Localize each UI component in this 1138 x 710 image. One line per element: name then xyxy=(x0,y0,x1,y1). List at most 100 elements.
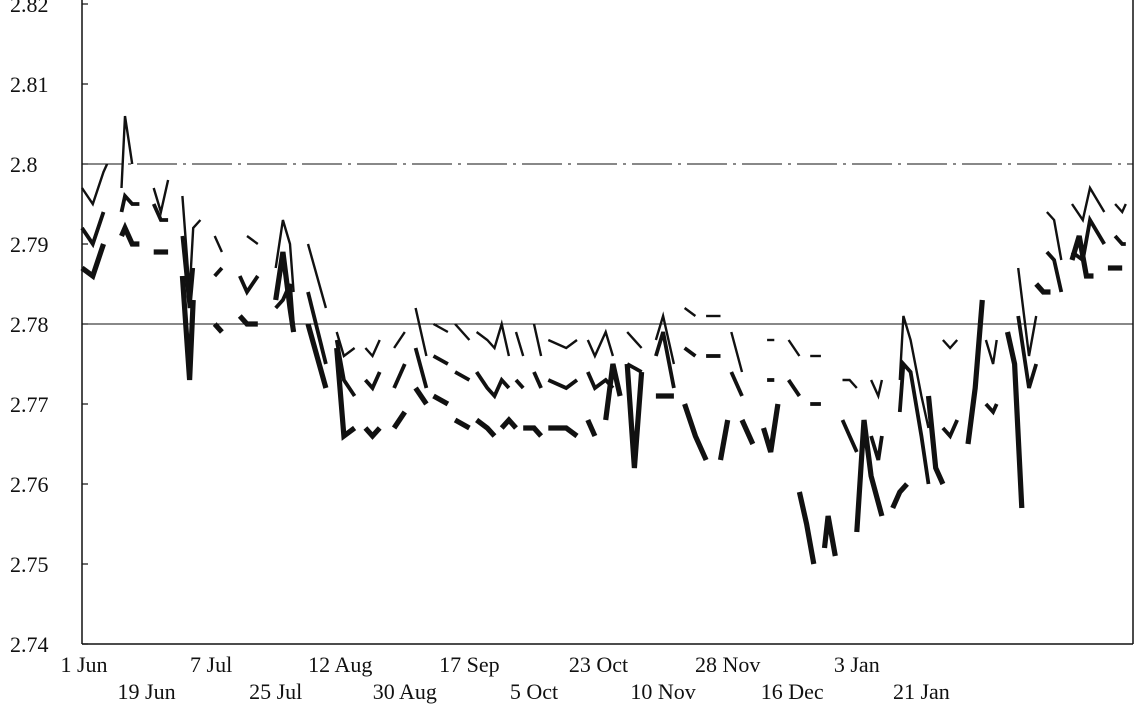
series-thick-segment-16 xyxy=(523,425,544,438)
series-thin-segment-28 xyxy=(870,379,884,400)
series-thick-segment-13 xyxy=(453,417,471,431)
x-tick-label: 19 Jun xyxy=(118,679,176,704)
series-medium-segment-4 xyxy=(213,266,224,278)
series-thick-segment-30 xyxy=(925,395,946,486)
series-thick-segment-3 xyxy=(179,275,196,381)
series-thin-segment-6 xyxy=(274,219,295,293)
x-tick-label: 30 Aug xyxy=(373,679,437,704)
x-tick-label: 17 Sep xyxy=(439,652,500,677)
y-tick-label: 2.79 xyxy=(10,232,49,257)
series-thick-segment-10 xyxy=(391,410,407,430)
series-thick-segment-24 xyxy=(739,418,756,446)
series-thick-segment-14 xyxy=(475,417,497,438)
series-medium-segment-5 xyxy=(238,274,260,296)
series-thin-segment-17 xyxy=(547,338,578,350)
series-medium-segment-27 xyxy=(840,419,859,453)
series-thick-segment-19 xyxy=(603,363,623,421)
series-thin-segment-33 xyxy=(1046,211,1063,261)
series-medium-segment-3 xyxy=(180,235,196,309)
series-thick-segment-9 xyxy=(363,426,382,440)
x-tick-label: 1 Jun xyxy=(60,652,107,677)
series-medium-segment-34 xyxy=(1070,214,1106,264)
series-thick-segment-20 xyxy=(624,363,645,469)
series-medium-segment-17 xyxy=(547,378,579,391)
series-medium-segment-7 xyxy=(306,291,328,365)
series-thick-segment-18 xyxy=(585,418,598,438)
series-medium-segment-14 xyxy=(475,370,511,400)
series-thin-segment-31 xyxy=(984,339,998,365)
series-thin-segment-35 xyxy=(1114,203,1127,215)
series-thick-segment-15 xyxy=(499,416,518,430)
series-thin-segment-1 xyxy=(120,115,134,189)
x-tick-label: 7 Jul xyxy=(190,652,232,677)
series-medium-segment-29 xyxy=(897,359,931,485)
series-thin-segment-4 xyxy=(213,235,223,253)
y-tick-label: 2.82 xyxy=(10,0,49,17)
series-thick-segment-34 xyxy=(1069,235,1094,279)
series-medium-segment-20 xyxy=(654,331,676,389)
reference-lines xyxy=(82,163,1133,325)
series-medium-segment-10 xyxy=(392,363,407,389)
series-thin-segment-27 xyxy=(842,378,858,389)
series-medium-segment-25 xyxy=(787,378,801,398)
series-thin-segment-29 xyxy=(898,315,930,429)
series-thin-segment-7 xyxy=(306,243,328,309)
series-thick-segment-4 xyxy=(212,322,224,334)
series-thin-segment-2 xyxy=(152,179,170,217)
x-tick-label: 3 Jan xyxy=(834,652,880,677)
series-medium-segment-28 xyxy=(869,435,884,461)
series-thick-segment-28 xyxy=(854,419,885,533)
y-tick-label: 2.8 xyxy=(10,152,38,177)
series-thin-segment-23 xyxy=(730,331,744,373)
y-tick-label: 2.76 xyxy=(10,472,49,497)
series-thick-segment-29 xyxy=(890,482,909,510)
series-thin-segment-34 xyxy=(1071,184,1106,223)
x-tick-label: 16 Dec xyxy=(761,679,824,704)
series-thin-segment-30 xyxy=(942,339,959,350)
series-medium-segment-11 xyxy=(413,347,429,389)
series-thin-segment-14 xyxy=(475,319,511,357)
x-tick-label: 21 Jan xyxy=(893,679,950,704)
x-tick-label: 5 Oct xyxy=(510,679,558,704)
series-thick-segment-8 xyxy=(334,347,357,441)
series-medium-segment-12 xyxy=(432,354,449,366)
series-thick-segment-33 xyxy=(1034,282,1051,295)
series-thin-segment-5 xyxy=(246,235,259,245)
series-thin-segment-12 xyxy=(432,322,449,334)
series-medium-segment-16 xyxy=(532,371,543,389)
series-medium-segment-1 xyxy=(119,191,140,213)
series-thick-segment-23 xyxy=(717,419,731,461)
y-tick-label: 2.81 xyxy=(10,72,49,97)
x-tick-label: 23 Oct xyxy=(569,652,628,677)
series-thin-segment-13 xyxy=(454,323,471,341)
y-tick-labels: 2.82 2.81 2.8 2.79 2.78 2.77 2.76 2.75 2.74 xyxy=(10,0,88,657)
y-tick-label: 2.75 xyxy=(10,552,49,577)
series-thin-segment-3 xyxy=(181,195,202,293)
y-tick-label: 2.78 xyxy=(10,312,49,337)
series-medium-segment-13 xyxy=(454,370,471,382)
series-thin-segment-32 xyxy=(1017,267,1038,357)
series-group xyxy=(80,115,1127,565)
series-thick-segment-27 xyxy=(821,515,838,557)
series-thin-segment-15 xyxy=(514,331,525,357)
series-medium-segment-2 xyxy=(151,203,169,222)
series-thick-segment-6 xyxy=(273,251,297,333)
series-thin-segment-9 xyxy=(364,339,381,359)
x-tick-label: 28 Nov xyxy=(695,652,760,677)
y-tick-label: 2.74 xyxy=(10,632,49,657)
series-thick-segment-5 xyxy=(237,314,258,327)
series-thick-segment-32 xyxy=(1004,331,1025,509)
series-medium-segment-21 xyxy=(683,346,697,358)
series-thin-segment-18 xyxy=(586,328,615,359)
series-thick-segment-0 xyxy=(80,243,106,281)
y-tick-label: 2.77 xyxy=(10,392,49,417)
series-thick-segment-12 xyxy=(432,393,450,407)
series-thin-segment-11 xyxy=(414,307,428,357)
x-tick-label: 12 Aug xyxy=(308,652,372,677)
series-thin-segment-25 xyxy=(787,339,801,357)
series-thin-segment-21 xyxy=(683,307,697,317)
series-thick-segment-26 xyxy=(796,491,817,565)
series-medium-segment-32 xyxy=(1016,315,1039,389)
series-medium-segment-0 xyxy=(80,211,106,249)
